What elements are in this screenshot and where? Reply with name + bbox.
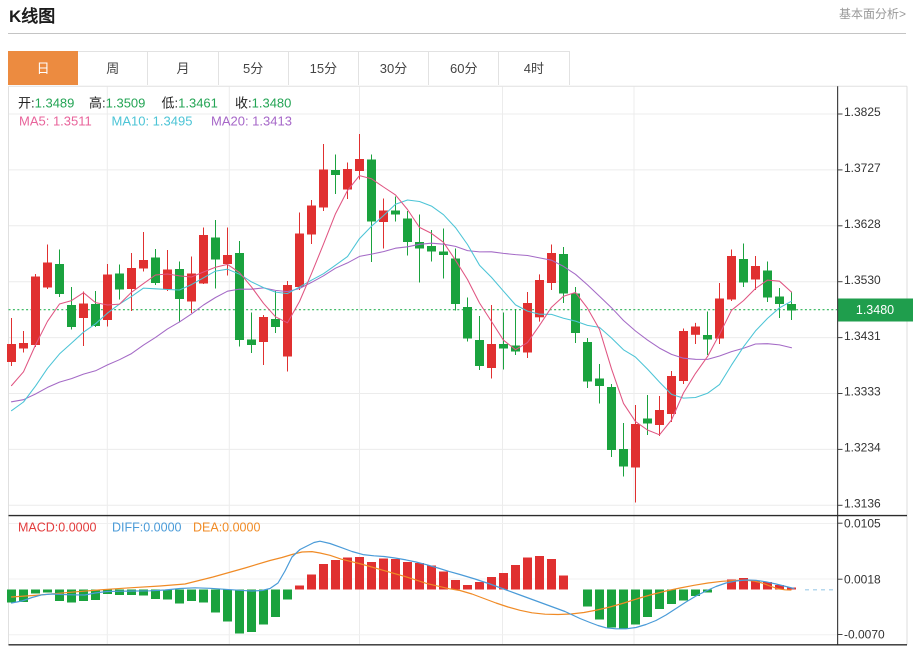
svg-text:MA10: 1.3495: MA10: 1.3495 <box>112 114 193 129</box>
svg-text:高:1.3509: 高:1.3509 <box>89 96 145 111</box>
svg-text:1.3480: 1.3480 <box>856 303 894 317</box>
svg-text:低:1.3461: 低:1.3461 <box>162 96 218 111</box>
svg-text:MACD:0.0000: MACD:0.0000 <box>18 521 97 535</box>
svg-text:DIFF:0.0000: DIFF:0.0000 <box>112 521 182 535</box>
svg-text:1.3825: 1.3825 <box>844 105 881 119</box>
svg-text:-0.0070: -0.0070 <box>844 628 885 642</box>
svg-text:收:1.3480: 收:1.3480 <box>235 96 291 111</box>
svg-text:1.3333: 1.3333 <box>844 385 881 399</box>
svg-text:1.3628: 1.3628 <box>844 217 881 231</box>
svg-text:0.0105: 0.0105 <box>844 516 881 530</box>
svg-text:DEA:0.0000: DEA:0.0000 <box>193 521 260 535</box>
svg-text:1.3136: 1.3136 <box>844 497 881 511</box>
svg-text:MA5: 1.3511: MA5: 1.3511 <box>19 114 92 129</box>
svg-text:1.3530: 1.3530 <box>844 273 881 287</box>
svg-text:开:1.3489: 开:1.3489 <box>18 96 74 111</box>
svg-text:1.3234: 1.3234 <box>844 441 881 455</box>
svg-text:1.3727: 1.3727 <box>844 161 881 175</box>
svg-text:1.3431: 1.3431 <box>844 329 881 343</box>
svg-text:MA20: 1.3413: MA20: 1.3413 <box>211 114 292 129</box>
svg-text:0.0018: 0.0018 <box>844 572 881 586</box>
